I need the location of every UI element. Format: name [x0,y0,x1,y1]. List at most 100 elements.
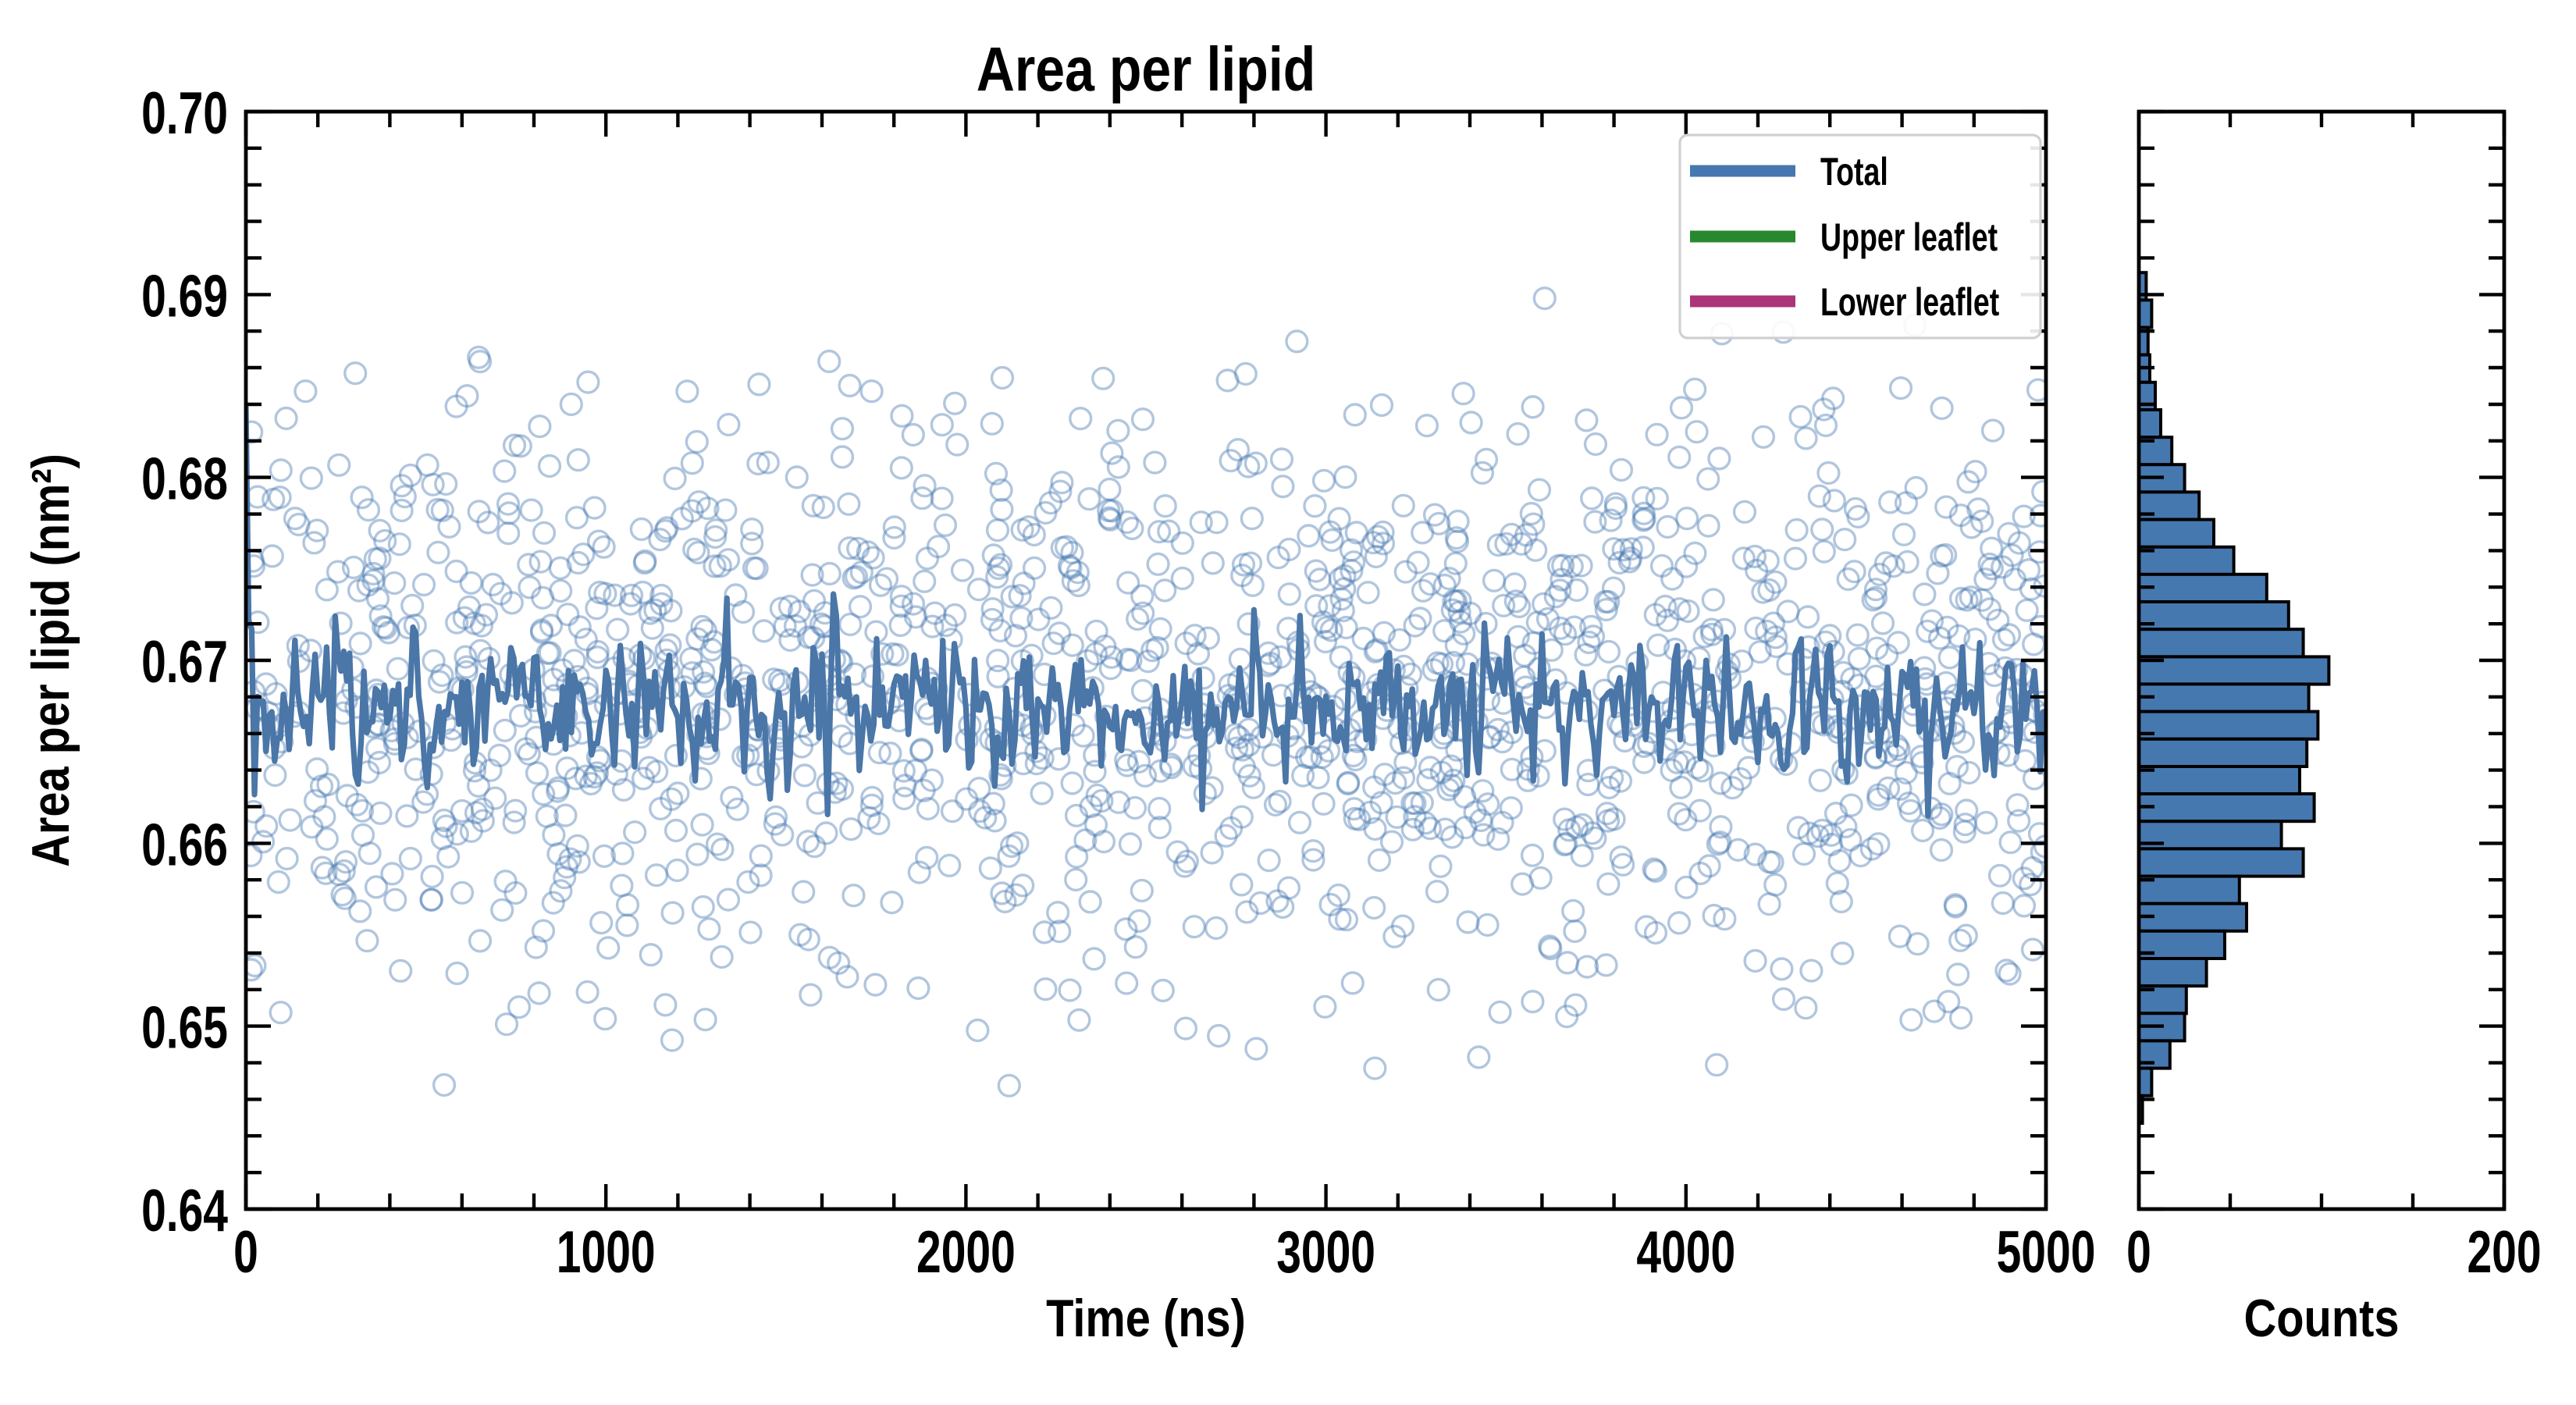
scatter-point [1106,790,1131,814]
total-line [246,401,2046,820]
scatter-point [1046,901,1070,925]
scatter-point [930,413,954,437]
scatter-point [361,561,386,586]
scatter-point [1148,617,1172,641]
scatter-point [1596,639,1621,664]
scatter-point [1148,759,1172,783]
scatter-point [745,557,769,581]
scatter-point [1602,537,1626,561]
scatter-point [906,976,930,1001]
scatter-point [1795,605,1820,629]
scatter-point [986,664,1010,688]
scatter-point [1285,329,1309,354]
scatter-point [720,785,744,809]
scatter-point [716,548,741,572]
scatter-point [653,993,678,1017]
scatter-point [1770,957,1794,981]
scatter-point [792,763,817,788]
scatter-point [1451,382,1475,406]
scatter-point [468,638,493,663]
scatter-point [1743,842,1767,866]
scatter-point [783,614,808,638]
scatter-point [1579,614,1603,638]
scatter-point [1609,457,1634,482]
scatter-point [795,830,820,854]
scatter-point [365,736,390,761]
scatter-point [455,384,479,408]
scatter-point [655,516,679,540]
scatter-point [1701,588,1725,612]
scatter-point [1385,805,1409,829]
scatter-point [588,749,612,773]
scatter-point [1173,1016,1198,1040]
scatter-point [1327,507,1351,531]
scatter-point [966,1018,990,1043]
scatter-point [419,887,443,912]
scatter-point [1550,567,1574,592]
histogram-bar [2137,847,2305,878]
scatter-point [1115,510,1139,535]
scatter-point [697,917,721,941]
scatter-point [1645,422,1669,446]
scatter-point [1617,550,1642,574]
scatter-point [1653,594,1678,619]
scatter-point [1757,578,1781,603]
scatter-point [1503,572,1527,596]
scatter-point [535,804,559,828]
scatter-point [675,379,699,404]
scatter-point [1432,573,1457,598]
scatter-point [437,514,461,539]
scatter-point [1145,635,1169,660]
x-tick-labels: 0 1000 2000 3000 4000 5000 [233,1219,2095,1286]
scatter-point [1580,821,1604,845]
scatter-point [368,604,393,628]
scatter-point [696,496,720,521]
y-tick-label: 0.70 [141,80,228,147]
scatter-point [2016,558,2041,582]
scatter-point [1048,919,1072,944]
scatter-point [901,592,926,616]
scatter-point [629,517,653,542]
scatter-point [665,858,689,883]
scatter-point [467,500,491,524]
scatter-point [1265,889,1290,913]
scatter-point [494,1012,519,1037]
scatter-point [907,860,931,884]
scatter-point [1093,634,1117,659]
scatter-point [1557,818,1582,842]
histogram-data [2137,271,2331,1126]
scatter-point [462,611,486,635]
scatter-point [1048,621,1072,646]
scatter-point [648,528,672,552]
scatter-point [1448,589,1472,613]
scatter-point [1896,791,1921,816]
scatter-point [889,456,913,480]
scatter-point [1073,828,1098,852]
x-tick-label: 1000 [557,1219,656,1286]
legend-label-lower-leaflet: Lower leaflet [1820,281,1999,324]
scatter-point [368,801,393,825]
scatter-point [814,821,838,845]
scatter-point [842,662,867,686]
legend-label-upper-leaflet: Upper leaflet [1820,216,1998,259]
histogram-bar [2137,572,2268,603]
scatter-point [980,411,1004,436]
scatter-point [468,350,493,374]
scatter-point [1643,603,1667,627]
scatter-point [1888,777,1912,801]
scatter-point [576,370,600,394]
scatter-point [1956,470,1980,494]
scatter-point [1069,407,1093,431]
scatter-point [713,498,738,522]
scatter-point [1839,793,1863,817]
scatter-point [1957,760,1981,785]
scatter-point [1439,754,1464,778]
scatter-point [1751,425,1776,449]
scatter-point [1058,978,1082,1002]
scatter-point [1756,549,1780,573]
scatter-point [585,639,610,664]
scatter-point [1618,546,1643,571]
scatter-point [1229,873,1254,897]
scatter-point [294,379,318,404]
scatter-point [1910,751,1934,775]
